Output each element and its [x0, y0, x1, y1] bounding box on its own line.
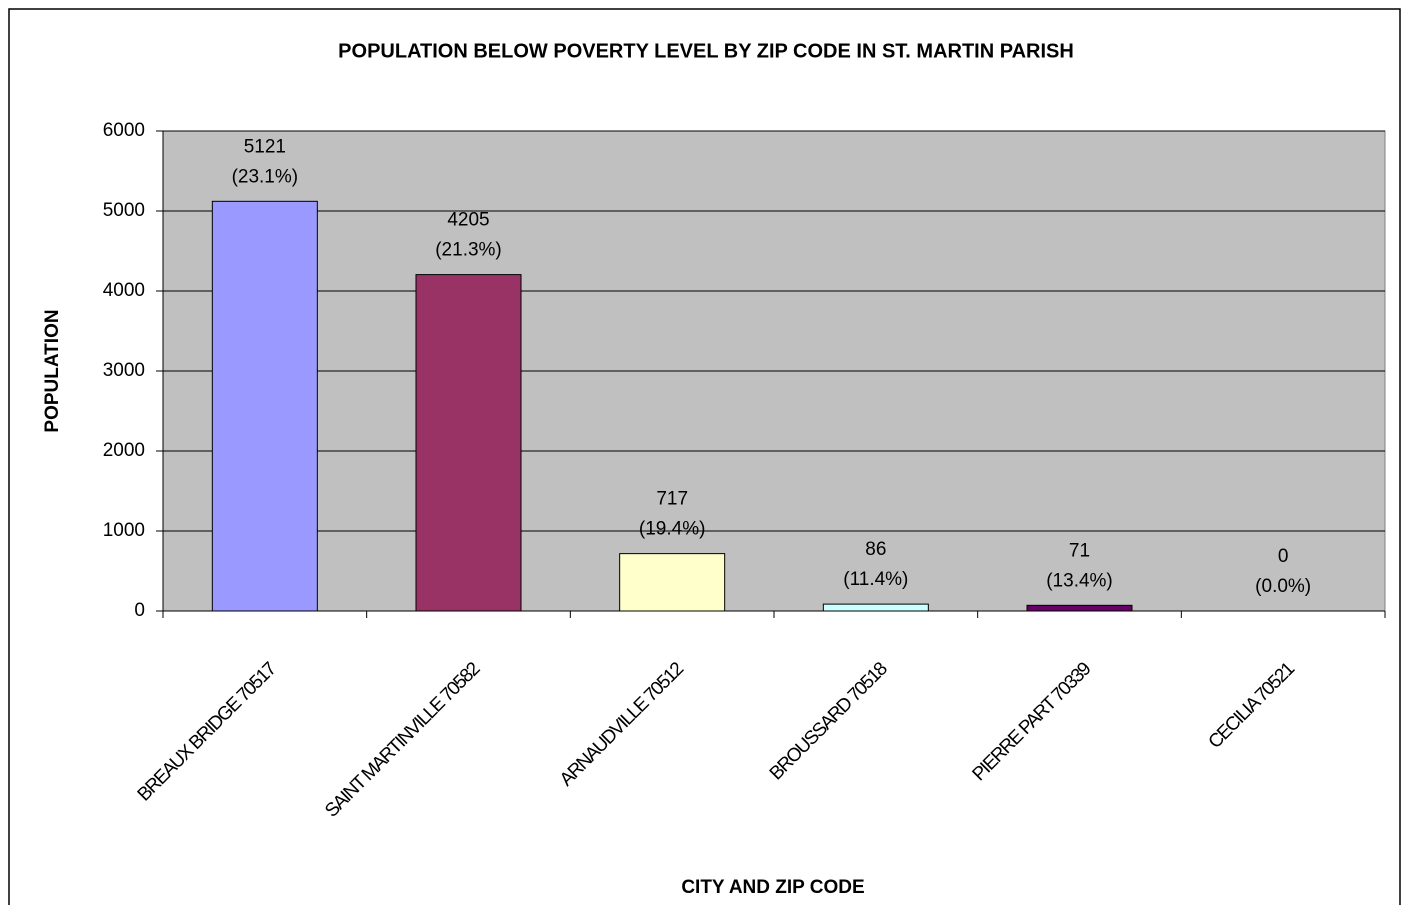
x-axis-label: CITY AND ZIP CODE — [681, 877, 864, 898]
data-label: 5121 — [244, 136, 286, 157]
bar — [619, 553, 726, 612]
percent-label: (19.4%) — [639, 519, 706, 540]
percent-label: (23.1%) — [232, 166, 299, 187]
percent-label: (11.4%) — [843, 569, 908, 590]
data-label: 4205 — [447, 210, 489, 231]
y-tick-label: 2000 — [103, 440, 145, 461]
percent-label: (0.0%) — [1255, 576, 1311, 597]
data-label: 86 — [865, 539, 886, 560]
data-label: 0 — [1278, 546, 1289, 567]
data-label: 71 — [1069, 540, 1090, 561]
bar — [1026, 604, 1133, 612]
percent-label: (21.3%) — [435, 240, 502, 261]
bar — [822, 603, 929, 612]
y-tick-label: 0 — [134, 600, 145, 621]
y-tick-label: 6000 — [103, 120, 145, 141]
y-tick-label: 1000 — [103, 520, 145, 541]
data-label: 717 — [656, 489, 688, 510]
bar — [415, 274, 522, 612]
percent-label: (13.4%) — [1046, 570, 1113, 591]
chart-title: POPULATION BELOW POVERTY LEVEL BY ZIP CO… — [338, 40, 1074, 62]
bar — [211, 200, 318, 612]
y-tick-label: 4000 — [103, 280, 145, 301]
y-tick-label: 5000 — [103, 200, 145, 221]
y-tick-label: 3000 — [103, 360, 145, 381]
y-axis-label: POPULATION — [42, 309, 63, 432]
